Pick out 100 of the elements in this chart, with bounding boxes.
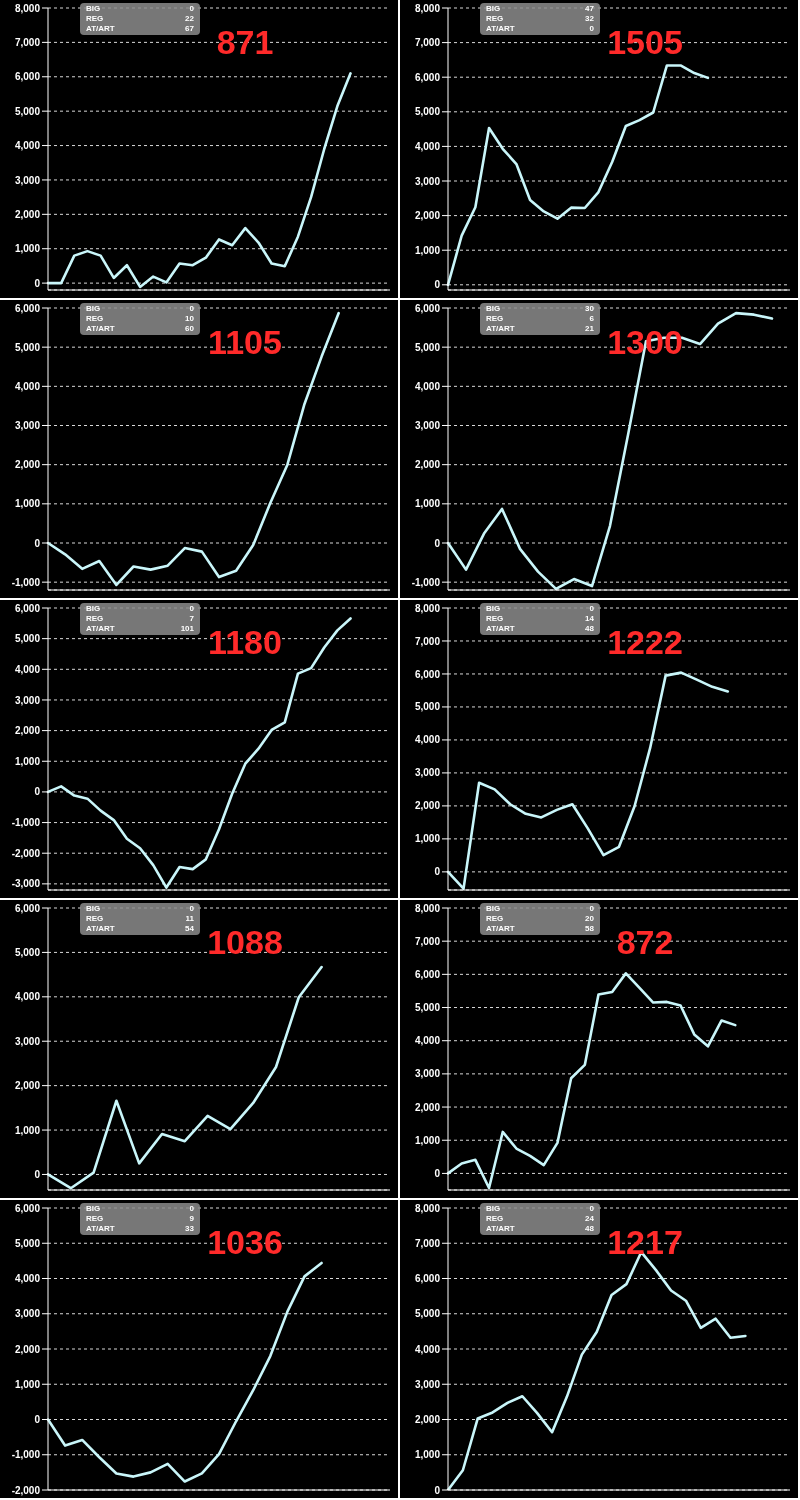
y-tick-label: 4,000 [14, 380, 41, 392]
y-tick-label: 1,000 [14, 755, 41, 767]
y-tick-label: 1,000 [14, 1378, 41, 1390]
annotation: BIG [486, 304, 501, 314]
y-tick-label: 3,000 [14, 420, 41, 432]
line-series [46, 1261, 323, 1483]
y-tick-label: 2,000 [414, 459, 441, 471]
annotation: 1180 [208, 623, 282, 661]
annotation: 0 [589, 904, 594, 914]
y-tick-label: 1,000 [14, 498, 41, 510]
y-tick-label: 0 [34, 1169, 41, 1181]
y-tick-label: 5,000 [414, 1308, 441, 1320]
y-tick-label: 6,000 [14, 302, 41, 314]
annotation: 9 [189, 1214, 194, 1224]
annotation: 101 [180, 624, 194, 634]
line-series [446, 311, 774, 590]
annotation: BIG [86, 1204, 101, 1214]
y-tick-label: 1,000 [14, 243, 41, 255]
y-tick-label: -1,000 [11, 1449, 41, 1461]
y-tick-label: 5,000 [414, 701, 441, 713]
annotation: BIG [486, 4, 501, 14]
annotation: 48 [585, 624, 594, 634]
y-tick-label: 2,000 [14, 459, 41, 471]
annotation: 20 [585, 914, 594, 924]
y-tick-label: 5,000 [14, 946, 41, 958]
annotation: REG [486, 914, 504, 924]
y-tick-label: 4,000 [14, 140, 41, 152]
y-tick-label: 6,000 [14, 602, 41, 614]
y-tick-label: 6,000 [14, 902, 41, 914]
annotation: BIG [486, 904, 501, 914]
y-tick-label: 4,000 [14, 1273, 41, 1285]
y-tick-label: 6,000 [414, 968, 441, 980]
annotation: 1217 [607, 1223, 683, 1261]
annotation: REG [86, 1214, 104, 1224]
y-tick-label: 0 [434, 537, 441, 549]
y-tick-label: 2,000 [14, 1080, 41, 1092]
annotation: 67 [185, 24, 194, 34]
y-tick-label: 5,000 [14, 633, 41, 645]
y-tick-label: 6,000 [414, 71, 441, 83]
y-tick-label: 3,000 [414, 420, 441, 432]
y-tick-label: 0 [434, 866, 441, 878]
annotation: 30 [585, 304, 594, 314]
y-tick-label: 0 [34, 277, 41, 289]
y-tick-label: 4,000 [414, 140, 441, 152]
y-tick-label: 3,000 [14, 1308, 41, 1320]
annotation: 33 [185, 1224, 194, 1234]
y-tick-label: 2,000 [414, 210, 441, 222]
y-tick-label: 6,000 [414, 668, 441, 680]
line-series [446, 64, 710, 287]
annotation: AT/ART [86, 924, 115, 934]
y-tick-label: 4,000 [414, 734, 441, 746]
y-tick-label: 8,000 [414, 1202, 441, 1214]
annotation: 1505 [607, 23, 683, 61]
y-tick-label: 5,000 [414, 341, 441, 353]
y-tick-label: 1,000 [414, 1449, 441, 1461]
line-series [46, 72, 352, 289]
y-tick-label: 5,000 [14, 341, 41, 353]
annotation: 7 [189, 614, 194, 624]
y-tick-label: 4,000 [414, 1343, 441, 1355]
y-tick-label: -2,000 [11, 847, 41, 859]
annotation: 6 [589, 314, 594, 324]
annotation: 0 [589, 24, 594, 34]
annotation: REG [86, 14, 104, 24]
annotation: AT/ART [86, 324, 115, 334]
annotation: REG [86, 614, 104, 624]
line-series [446, 671, 730, 890]
y-tick-label: 1,000 [414, 1134, 441, 1146]
annotation: AT/ART [486, 624, 515, 634]
y-tick-label: 8,000 [414, 602, 441, 614]
y-tick-label: 3,000 [414, 175, 441, 187]
annotation: 14 [585, 614, 594, 624]
y-tick-label: 0 [34, 1414, 41, 1426]
y-tick-label: 3,000 [14, 174, 41, 186]
annotation: 22 [185, 14, 194, 24]
y-tick-label: 6,000 [414, 1273, 441, 1285]
annotation: BIG [86, 304, 101, 314]
y-tick-label: 0 [434, 1167, 441, 1179]
y-tick-label: 2,000 [14, 725, 41, 737]
annotation: BIG [86, 604, 101, 614]
line-series [46, 311, 340, 587]
y-tick-label: 5,000 [414, 106, 441, 118]
y-tick-label: 5,000 [414, 1002, 441, 1014]
annotation: 1222 [607, 623, 683, 661]
annotation: 872 [616, 923, 674, 961]
y-tick-label: 2,000 [14, 1343, 41, 1355]
y-tick-label: 1,000 [14, 1124, 41, 1136]
y-tick-label: -2,000 [11, 1484, 41, 1496]
annotation: REG [486, 614, 504, 624]
y-tick-label: 2,000 [414, 1414, 441, 1426]
annotation: 21 [585, 324, 594, 334]
annotation: REG [86, 314, 104, 324]
y-tick-label: 0 [434, 279, 441, 291]
y-tick-label: 8,000 [14, 2, 41, 14]
y-tick-label: 3,000 [14, 694, 41, 706]
annotation: 871 [216, 23, 274, 61]
annotation: AT/ART [86, 624, 115, 634]
annotation: AT/ART [486, 24, 515, 34]
y-tick-label: -1,000 [11, 817, 41, 829]
annotation: 32 [585, 14, 594, 24]
annotation: 48 [585, 1224, 594, 1234]
